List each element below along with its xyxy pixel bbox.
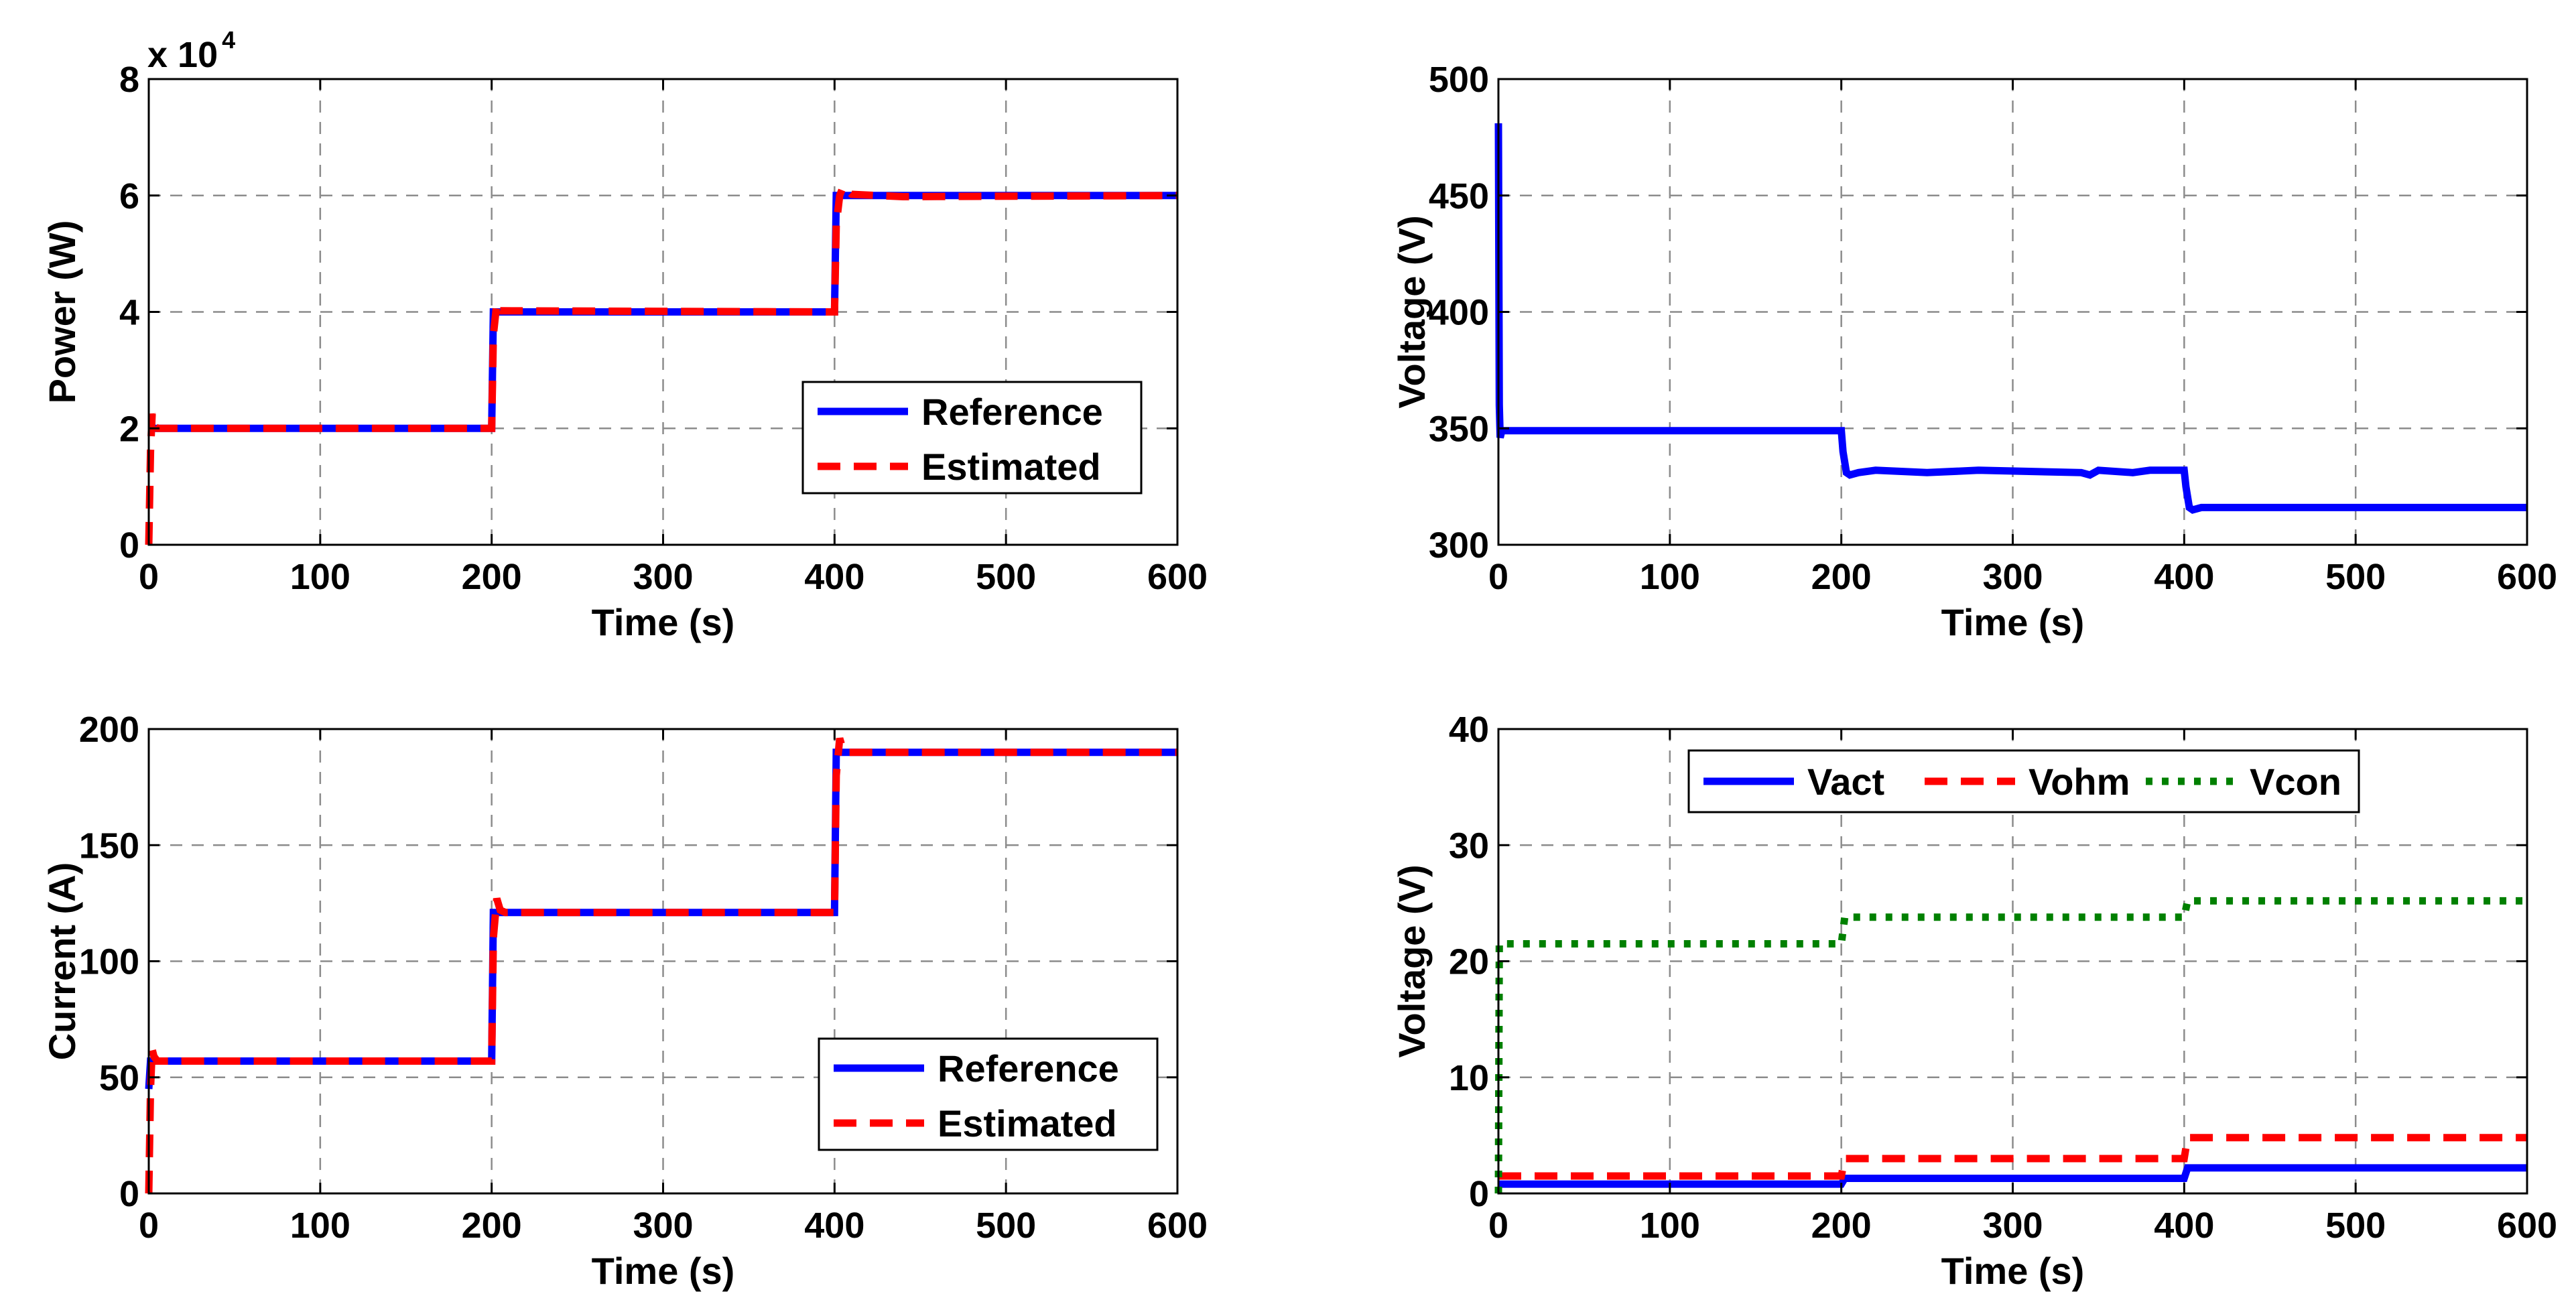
x-axis-label: Time (s) — [592, 1250, 735, 1292]
x-tick-label: 200 — [1811, 1205, 1872, 1246]
series-line-estimated — [145, 737, 1177, 1194]
x-tick-label: 0 — [1488, 557, 1508, 597]
y-tick-label: 300 — [1429, 525, 1489, 566]
y-axis-label: Voltage (V) — [1391, 215, 1433, 408]
y-tick-label: 50 — [99, 1058, 139, 1098]
y-tick-label: 10 — [1449, 1058, 1489, 1098]
x-tick-label: 300 — [1982, 557, 2043, 597]
x-tick-label: 500 — [976, 557, 1036, 597]
x-axis-label: Time (s) — [1941, 601, 2085, 643]
y-tick-label: 40 — [1449, 710, 1489, 750]
y-tick-label: 20 — [1449, 942, 1489, 982]
x-tick-label: 200 — [462, 1205, 522, 1246]
y-axis-label: Current (A) — [41, 862, 83, 1061]
x-tick-label: 100 — [1640, 1205, 1700, 1246]
y-axis-label: Power (W) — [41, 220, 83, 404]
x-tick-label: 300 — [633, 1205, 693, 1246]
y-tick-label: 500 — [1429, 60, 1489, 100]
panel-stack-voltage: 0 100 200 300 400 500 600 300 350 400 450 500 Time (… — [1391, 60, 2557, 643]
x-tick-label: 600 — [2497, 1205, 2557, 1246]
legend-box — [1687, 749, 2360, 813]
x-tick-label: 100 — [1640, 557, 1700, 597]
series-line-estimated — [145, 180, 1178, 545]
legend-box — [818, 1037, 1159, 1151]
y-tick-label: 200 — [79, 710, 139, 750]
x-axis-label: Time (s) — [1941, 1250, 2085, 1292]
panel-power: 0 100 200 300 400 500 600 0 2 4 6 8 Time (s) Power (W… — [41, 26, 1208, 643]
legend-label-estimated: Estimated — [921, 446, 1101, 488]
axis-exponent-power: 4 — [222, 26, 235, 54]
x-tick-label: 500 — [2325, 557, 2386, 597]
legend-label-reference: Reference — [921, 391, 1103, 433]
y-axis-label: Voltage (V) — [1391, 864, 1433, 1057]
x-tick-label: 300 — [633, 557, 693, 597]
x-tick-label: 100 — [290, 1205, 350, 1246]
axis-exponent-label: x 10 4 — [147, 26, 235, 75]
x-tick-label: 300 — [1982, 1205, 2043, 1246]
legend: Vact Vohm Vcon — [1687, 749, 2360, 813]
y-tick-label: 350 — [1429, 409, 1489, 449]
x-tick-label: 600 — [1147, 557, 1208, 597]
x-tick-label: 400 — [2154, 557, 2214, 597]
x-tick-label: 0 — [1488, 1205, 1508, 1246]
series-line-vohm — [1498, 1134, 2527, 1180]
legend-box — [801, 381, 1143, 495]
legend-label-estimated: Estimated — [938, 1102, 1117, 1144]
y-tick-label: 30 — [1449, 826, 1489, 866]
y-tick-label: 2 — [119, 409, 139, 449]
y-tick-label: 150 — [79, 826, 139, 866]
x-tick-label: 0 — [139, 557, 159, 597]
y-tick-label: 0 — [1469, 1174, 1489, 1214]
x-tick-label: 600 — [1147, 1205, 1208, 1246]
x-axis-label: Time (s) — [592, 601, 735, 643]
legend: Reference Estimated — [801, 381, 1143, 495]
panel-voltage-losses: 0 100 200 300 400 500 600 0 10 20 30 40 Time (s) Volt… — [1391, 710, 2557, 1292]
y-tick-label: 4 — [119, 293, 139, 333]
x-tick-label: 200 — [462, 557, 522, 597]
legend: Reference Estimated — [818, 1037, 1159, 1151]
x-tick-label: 0 — [139, 1205, 159, 1246]
x-tick-label: 400 — [2154, 1205, 2214, 1246]
legend-label-vact: Vact — [1807, 761, 1884, 803]
y-tick-label: 450 — [1429, 176, 1489, 216]
series-line-voltage — [1494, 123, 2527, 514]
y-tick-label: 100 — [79, 942, 139, 982]
x-tick-label: 400 — [804, 557, 864, 597]
x-tick-label: 400 — [804, 1205, 864, 1246]
y-tick-label: 0 — [119, 525, 139, 566]
y-tick-label: 0 — [119, 1174, 139, 1214]
x-tick-label: 600 — [2497, 557, 2557, 597]
x-tick-label: 500 — [2325, 1205, 2386, 1246]
y-tick-label: 8 — [119, 60, 139, 100]
x-tick-label: 200 — [1811, 557, 1872, 597]
legend-label-reference: Reference — [938, 1047, 1119, 1090]
x-tick-label: 100 — [290, 557, 350, 597]
legend-label-vcon: Vcon — [2250, 761, 2341, 803]
series-line-vact — [1498, 1164, 2527, 1188]
y-tick-label: 400 — [1429, 293, 1489, 333]
legend-label-vohm: Vohm — [2028, 761, 2130, 803]
panel-current: 0 100 200 300 400 500 600 0 50 100 150 200 Time (s) C… — [41, 710, 1208, 1292]
x-tick-label: 500 — [976, 1205, 1036, 1246]
y-tick-label: 6 — [119, 176, 139, 216]
